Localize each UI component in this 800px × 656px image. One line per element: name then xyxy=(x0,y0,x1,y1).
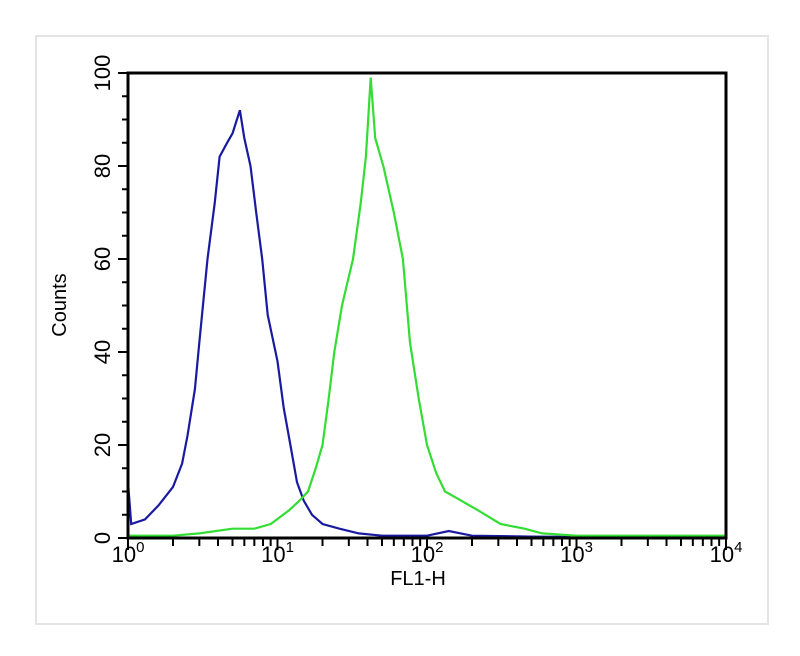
y-tick-label: 100 xyxy=(90,55,115,92)
y-tick-label: 60 xyxy=(90,247,115,271)
y-tick-label: 40 xyxy=(90,340,115,364)
x-tick-label: 101 xyxy=(261,539,294,567)
series-line-1 xyxy=(126,109,727,540)
outer-frame xyxy=(35,35,769,625)
x-tick-label: 100 xyxy=(112,539,145,567)
x-tick-labels: 100 101 102 103 104 xyxy=(112,539,743,567)
series-layer xyxy=(126,77,727,540)
plot-frame xyxy=(126,71,728,540)
series-line-2 xyxy=(128,77,726,537)
y-tick-label: 0 xyxy=(90,532,115,544)
y-axis-title: Counts xyxy=(49,273,71,336)
y-tick-labels: 0 20 40 60 80 100 xyxy=(90,55,115,544)
x-tick-label: 102 xyxy=(411,539,444,567)
x-axis-title: FL1-H xyxy=(390,568,446,590)
y-tick-label: 20 xyxy=(90,433,115,457)
ticks-layer xyxy=(118,72,727,550)
y-tick-label: 80 xyxy=(90,154,115,178)
x-tick-label: 103 xyxy=(560,539,593,567)
x-tick-label: 104 xyxy=(710,539,743,567)
